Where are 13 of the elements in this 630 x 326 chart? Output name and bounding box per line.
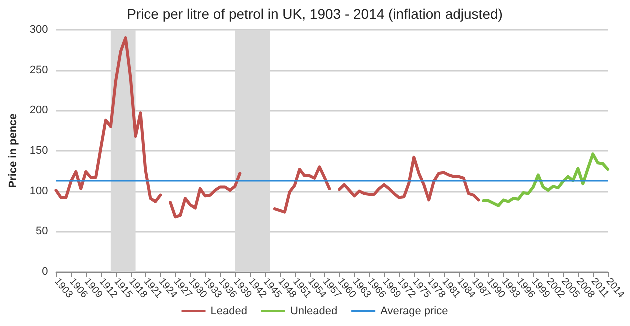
legend-label: Average price	[380, 306, 448, 318]
legend-label: Leaded	[210, 306, 248, 318]
y-tick-label: 50	[36, 226, 48, 238]
y-tick-label: 0	[42, 266, 48, 278]
chart-title: Price per litre of petrol in UK, 1903 - 2014 (inflation adjusted)	[127, 6, 503, 22]
y-tick-label: 100	[30, 185, 48, 198]
y-tick-label: 300	[30, 24, 48, 36]
y-tick-label: 150	[30, 145, 48, 157]
legend-label: Unleaded	[290, 306, 338, 318]
y-tick-label: 250	[30, 64, 48, 76]
y-axis-title: Price in pence	[8, 114, 20, 188]
y-tick-label: 200	[30, 104, 48, 117]
line-series	[482, 152, 610, 208]
